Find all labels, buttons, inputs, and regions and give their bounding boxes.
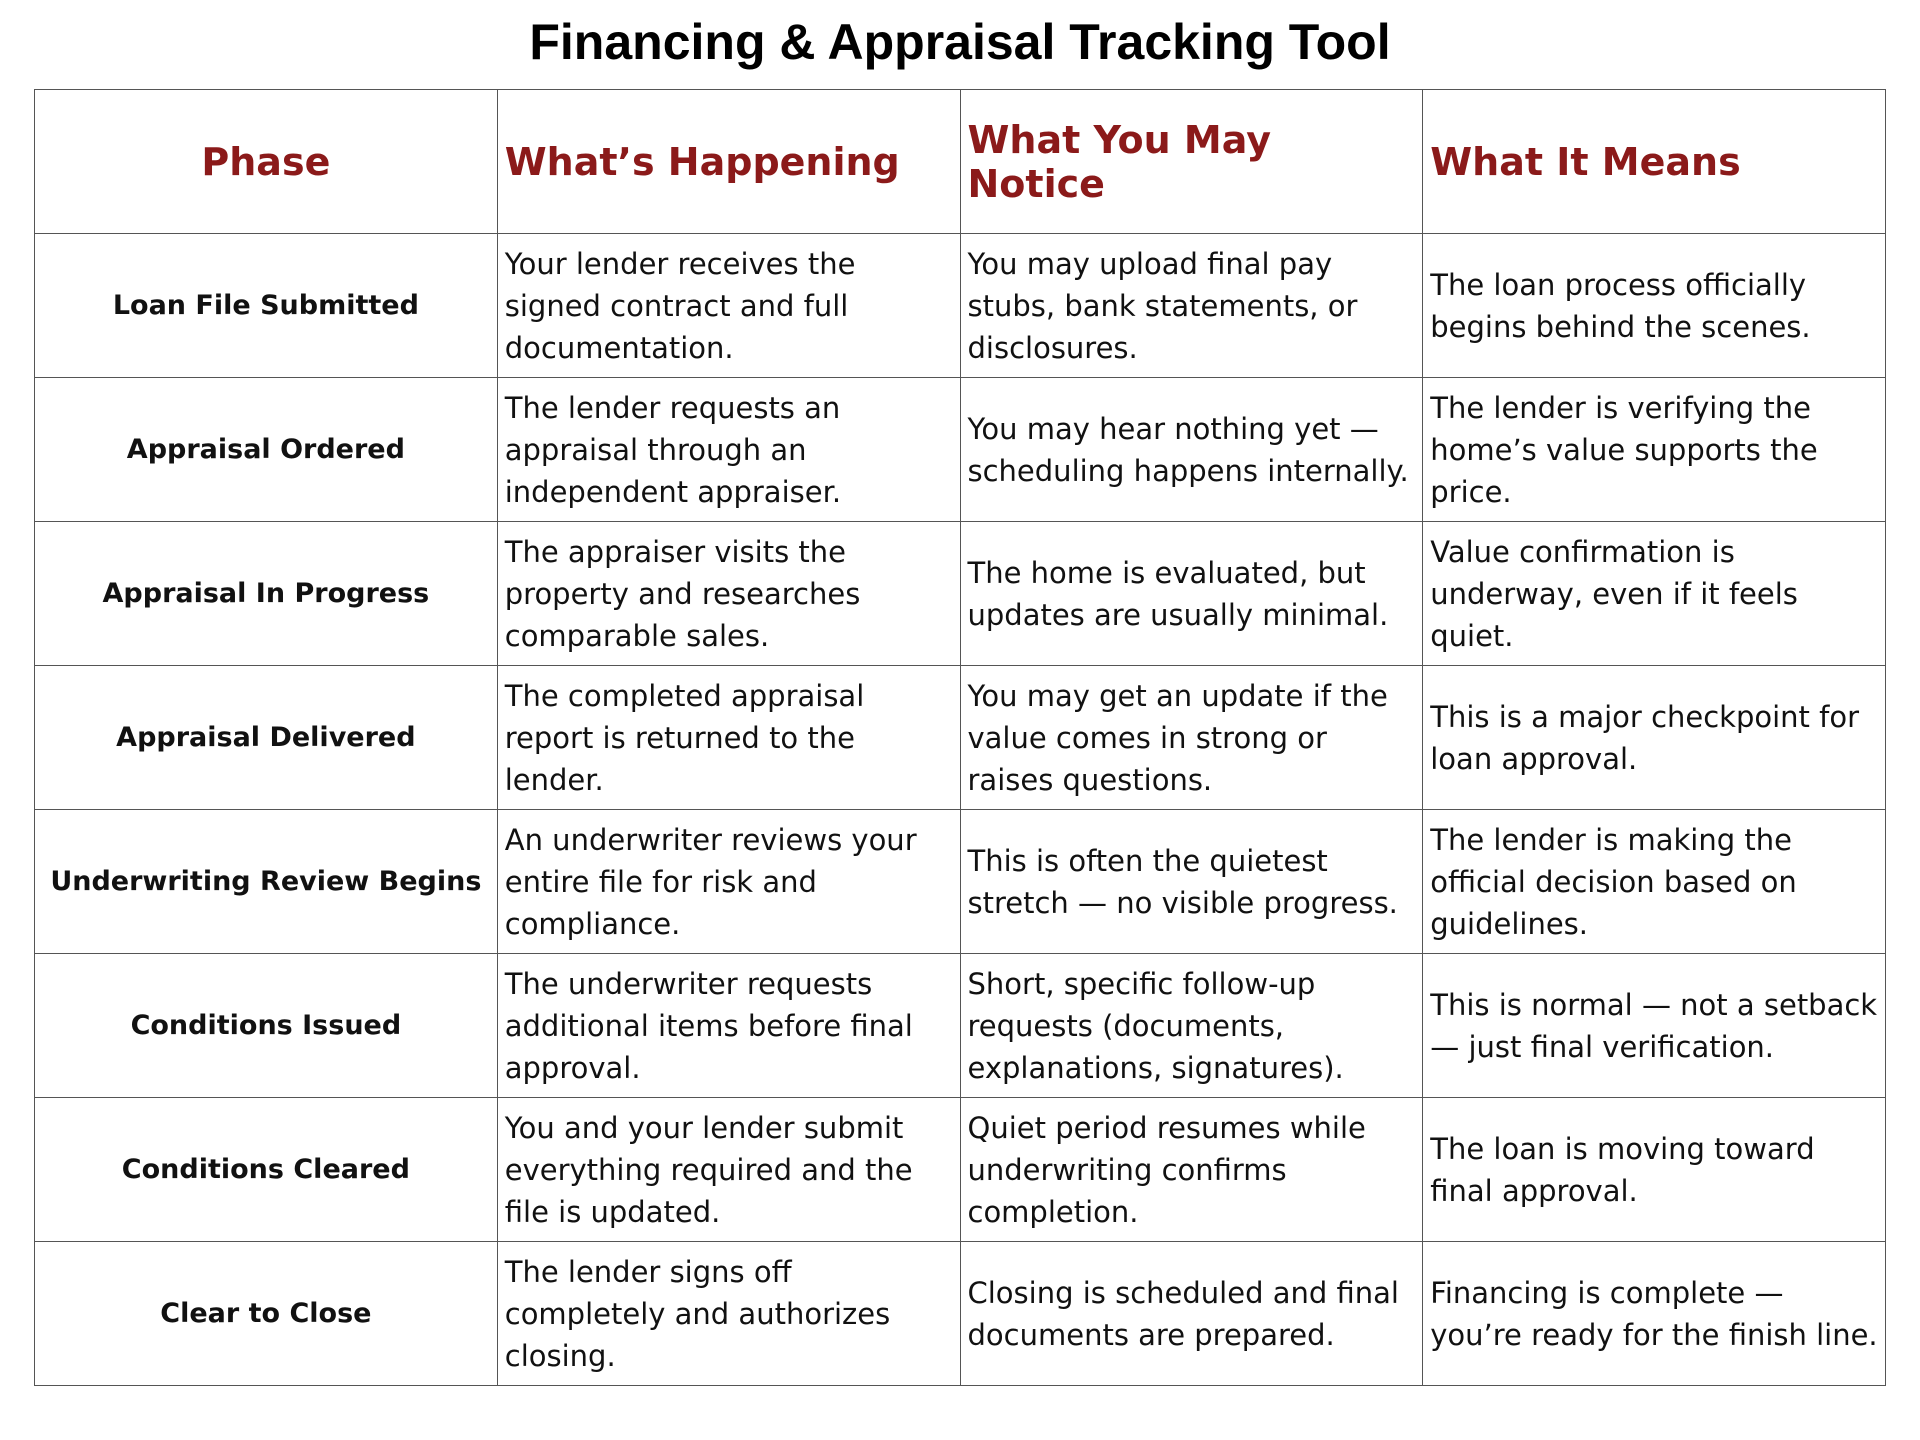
phase-cell: Underwriting Review Begins [34,809,498,954]
notice-cell: Short, specific follow-up requests (docu… [959,953,1424,1098]
happening-cell: The completed appraisal report is return… [496,665,961,810]
table-row: Underwriting Review Begins An underwriter… [34,809,1886,954]
meaning-cell: The lender is verifying the home’s value… [1422,377,1886,522]
header-what-it-means: What It Means [1422,89,1886,234]
happening-cell: The underwriter requests additional item… [496,953,961,1098]
happening-cell: The appraiser visits the property and re… [496,521,961,666]
phase-cell: Appraisal Delivered [34,665,498,810]
happening-cell: The lender requests an appraisal through… [496,377,961,522]
phase-cell: Appraisal In Progress [34,521,498,666]
header-whats-happening: What’s Happening [496,89,961,234]
notice-cell: Quiet period resumes while underwriting … [959,1097,1424,1242]
notice-cell: This is often the quietest stretch — no … [959,809,1424,954]
happening-cell: The lender signs off completely and auth… [496,1241,961,1386]
notice-cell: The home is evaluated, but updates are u… [959,521,1424,666]
table-row: Clear to Close The lender signs off compl… [34,1241,1886,1386]
notice-cell: You may hear nothing yet — scheduling ha… [959,377,1424,522]
header-row: Phase What’s Happening What You May Noti… [34,89,1886,234]
phase-cell: Conditions Issued [34,953,498,1098]
phase-cell: Clear to Close [34,1241,498,1386]
tracking-table: Phase What’s Happening What You May Noti… [34,89,1886,1386]
table-row: Conditions Issued The underwriter request… [34,953,1886,1098]
meaning-cell: This is a major checkpoint for loan appr… [1422,665,1886,810]
phase-cell: Conditions Cleared [34,1097,498,1242]
happening-cell: An underwriter reviews your entire file … [496,809,961,954]
meaning-cell: Financing is complete — you’re ready for… [1422,1241,1886,1386]
meaning-cell: The lender is making the official decisi… [1422,809,1886,954]
table-row: Conditions Cleared You and your lender su… [34,1097,1886,1242]
notice-cell: Closing is scheduled and final documents… [959,1241,1424,1386]
table-row: Appraisal Ordered The lender requests an … [34,377,1886,522]
meaning-cell: The loan process officially begins behin… [1422,233,1886,378]
happening-cell: Your lender receives the signed contract… [496,233,961,378]
phase-cell: Appraisal Ordered [34,377,498,522]
happening-cell: You and your lender submit everything re… [496,1097,961,1242]
table-row: Appraisal Delivered The completed apprais… [34,665,1886,810]
table-row: Appraisal In Progress The appraiser visit… [34,521,1886,666]
phase-cell: Loan File Submitted [34,233,498,378]
header-phase: Phase [34,89,498,234]
notice-cell: You may upload final pay stubs, bank sta… [959,233,1424,378]
header-what-you-may-notice: What You May Notice [959,89,1424,234]
table-row: Loan File Submitted Your lender receives … [34,233,1886,378]
page-title: Financing & Appraisal Tracking Tool [529,14,1391,70]
meaning-cell: The loan is moving toward final approval… [1422,1097,1886,1242]
meaning-cell: This is normal — not a setback — just fi… [1422,953,1886,1098]
meaning-cell: Value confirmation is underway, even if … [1422,521,1886,666]
notice-cell: You may get an update if the value comes… [959,665,1424,810]
